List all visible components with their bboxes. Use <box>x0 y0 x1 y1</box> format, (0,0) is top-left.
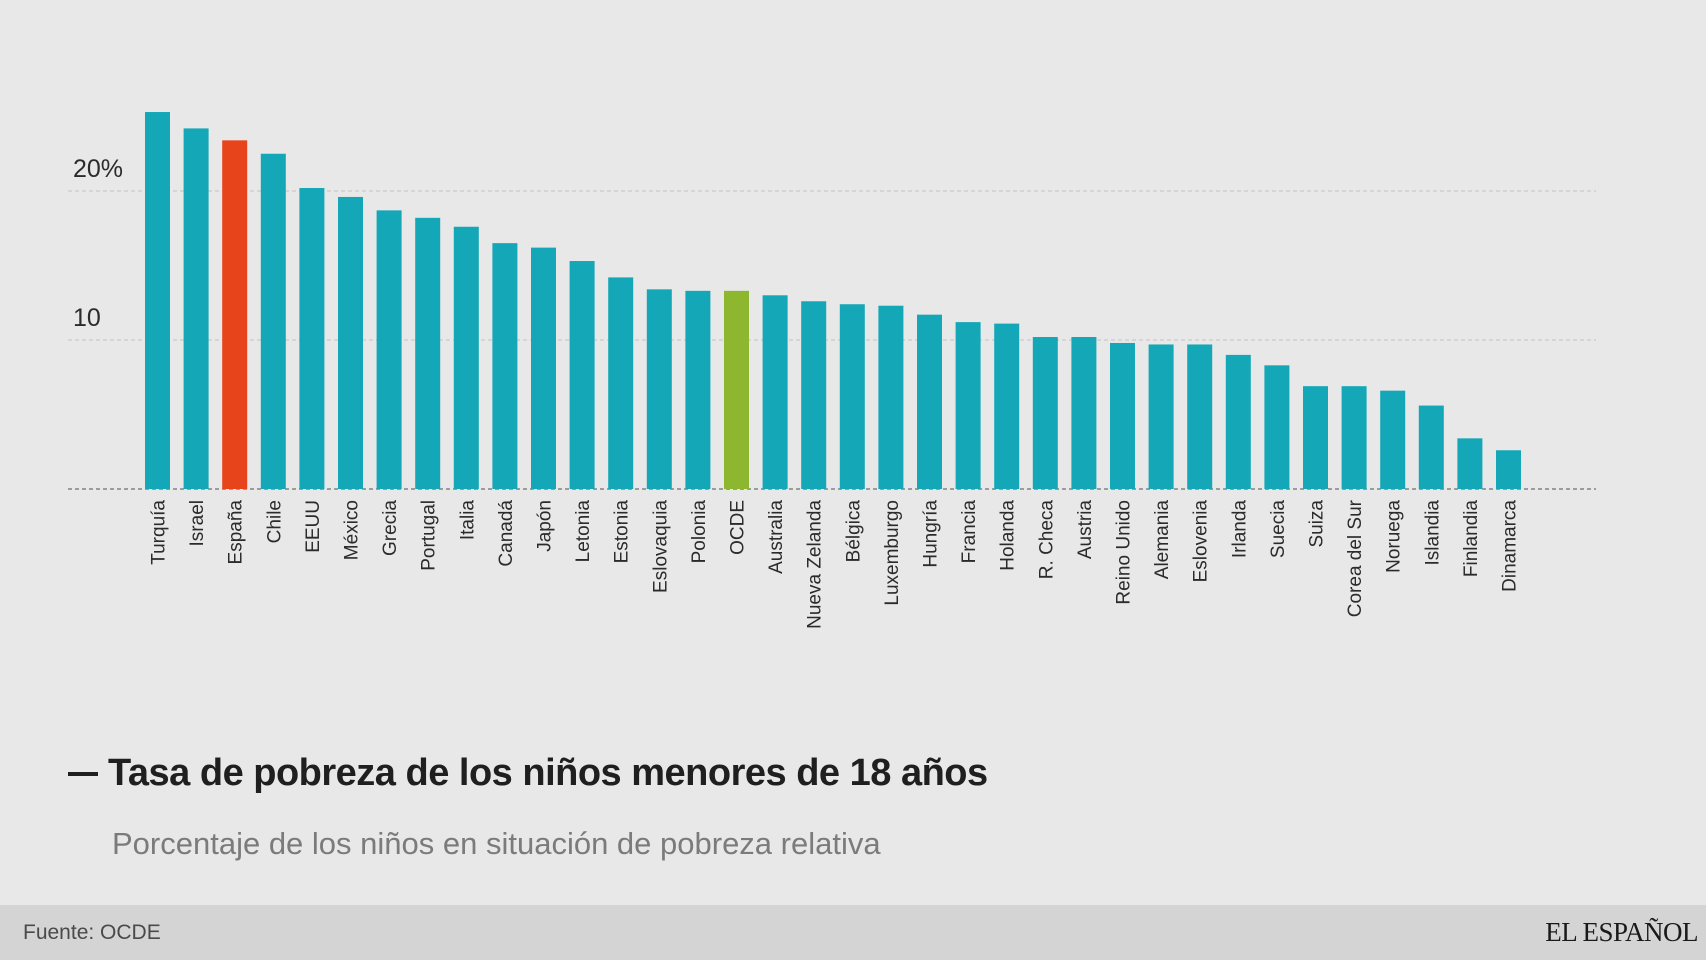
chart-title: Tasa de pobreza de los niños menores de … <box>68 752 988 795</box>
bar <box>1380 390 1406 489</box>
x-tick-label: Japón <box>535 500 556 552</box>
bar <box>1418 405 1444 489</box>
bars <box>145 112 1521 490</box>
bar <box>1496 450 1521 489</box>
x-tick-label: Italia <box>457 500 478 541</box>
bar <box>1303 386 1328 489</box>
x-tick-label: Corea del Sur <box>1345 499 1366 617</box>
chart-title-text: Tasa de pobreza de los niños menores de … <box>108 752 988 794</box>
x-tick-label: Canadá <box>496 500 517 567</box>
bar <box>1457 438 1483 489</box>
bar <box>1110 342 1135 489</box>
bar <box>955 322 981 489</box>
y-axis-ticks: 20% 10 <box>73 155 123 332</box>
bar <box>646 289 672 489</box>
bar <box>1032 337 1058 489</box>
x-tick-label: Irlanda <box>1229 500 1250 559</box>
title-dash-icon <box>68 771 98 776</box>
x-tick-label: Austria <box>1075 500 1096 560</box>
chart-subtitle: Porcentaje de los niños en situación de … <box>112 826 881 861</box>
x-tick-label: EEUU <box>303 500 324 553</box>
bar <box>1341 386 1367 489</box>
bar <box>299 188 325 489</box>
bar <box>1148 344 1174 489</box>
bar <box>415 217 441 489</box>
bar <box>1225 354 1251 489</box>
x-tick-label: Finlandia <box>1461 500 1482 578</box>
x-tick-label: España <box>226 500 247 565</box>
x-tick-label: Holanda <box>998 500 1019 571</box>
bar <box>917 314 942 489</box>
bar <box>1071 337 1097 489</box>
bar-chart: 20% 10 Turquía Israel España Chile EEUU México… <box>68 112 1596 629</box>
chart-title-block: Tasa de pobreza de los niños menores de … <box>68 752 988 795</box>
bar <box>685 290 711 489</box>
x-tick-label: Dinamarca <box>1500 500 1521 592</box>
x-tick-label: Luxemburgo <box>882 500 903 606</box>
bar <box>531 247 556 489</box>
x-tick-label: Polonia <box>689 500 710 564</box>
gridlines <box>68 190 1596 490</box>
bar <box>453 226 479 489</box>
x-tick-label: Reino Unido <box>1114 500 1135 605</box>
x-tick-label: Noruega <box>1384 500 1405 573</box>
bar <box>222 140 248 489</box>
x-tick-label: Estonia <box>612 500 633 564</box>
x-tick-label: Islandia <box>1422 500 1443 566</box>
bar <box>801 301 827 489</box>
x-tick-label: Hungría <box>921 500 942 568</box>
x-tick-label: Suiza <box>1307 500 1328 548</box>
x-tick-label: México <box>342 500 363 560</box>
x-tick-label: Eslovaquia <box>650 500 671 593</box>
bar <box>1264 365 1290 489</box>
bar <box>839 304 865 489</box>
bar <box>608 277 634 489</box>
bar <box>145 112 170 489</box>
source-text: Fuente: OCDE <box>23 921 161 944</box>
x-tick-label: OCDE <box>728 500 749 555</box>
x-tick-label: Suecia <box>1268 500 1289 559</box>
bar <box>762 295 788 489</box>
footer-bar: Fuente: OCDE EL ESPAÑOL <box>0 905 1706 960</box>
bar <box>376 210 402 489</box>
y-tick-label: 10 <box>73 304 101 332</box>
el-espanol-logo: EL ESPAÑOL <box>1545 917 1698 947</box>
x-tick-label: Alemania <box>1152 500 1173 580</box>
x-tick-label: Letonia <box>573 500 594 563</box>
bar <box>878 305 904 489</box>
x-tick-label: Bélgica <box>843 500 864 563</box>
x-tick-label: Francia <box>959 500 980 564</box>
x-tick-label: R. Checa <box>1036 500 1057 580</box>
bar <box>569 261 595 489</box>
x-tick-label: Nueva Zelanda <box>805 500 826 629</box>
x-tick-label: Australia <box>766 500 787 574</box>
bar <box>338 196 363 489</box>
bar <box>724 290 749 489</box>
bar <box>492 243 518 489</box>
x-tick-label: Israel <box>187 500 208 546</box>
x-tick-label: Chile <box>264 500 285 543</box>
x-tick-label: Grecia <box>380 500 401 556</box>
bar <box>260 153 286 489</box>
x-axis-ticks: Turquía Israel España Chile EEUU México Grecia… <box>149 499 1521 629</box>
bar <box>183 128 209 490</box>
y-tick-label: 20% <box>73 155 123 183</box>
x-tick-label: Turquía <box>149 500 170 565</box>
x-tick-label: Portugal <box>419 500 440 571</box>
bar <box>994 323 1020 489</box>
bar <box>1187 344 1213 489</box>
x-tick-label: Eslovenia <box>1191 500 1212 583</box>
